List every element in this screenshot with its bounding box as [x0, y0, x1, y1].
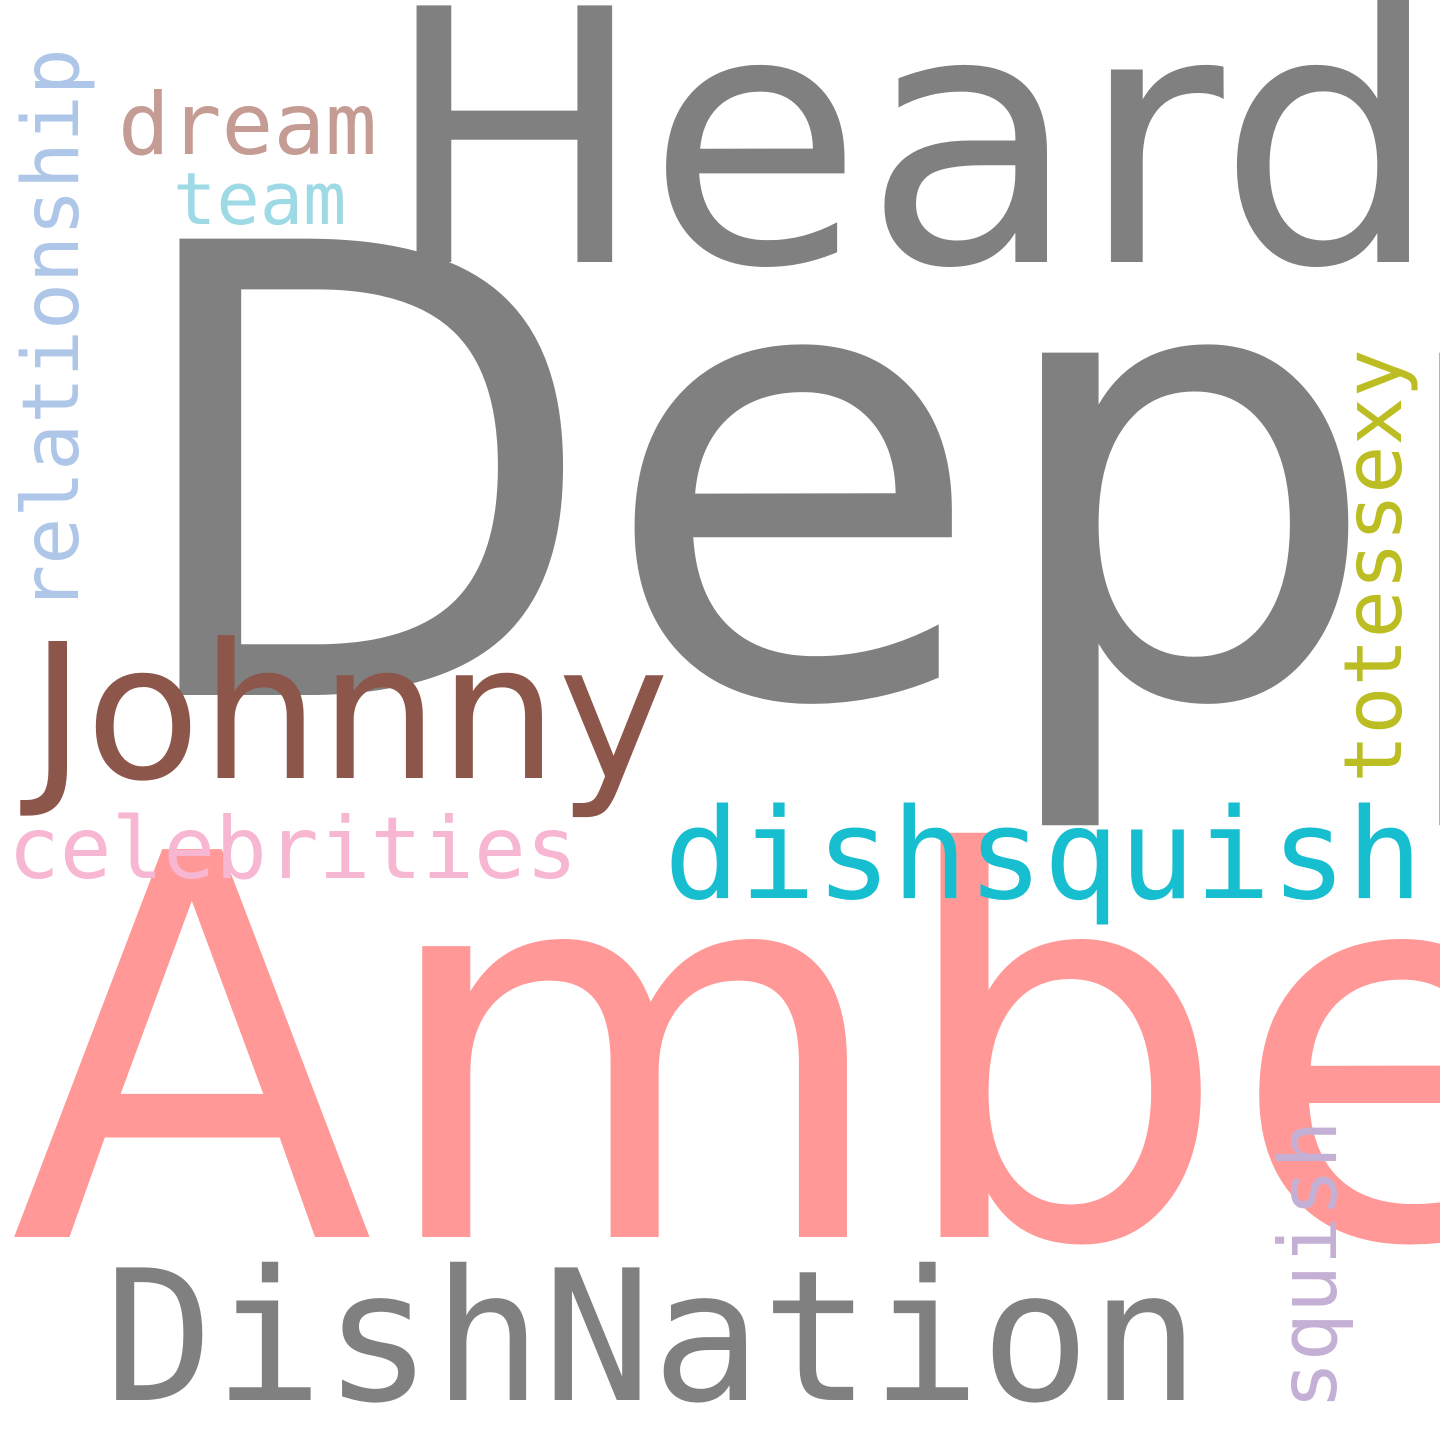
word-team: team [173, 157, 347, 241]
word-dream: dream [118, 75, 377, 175]
word-celebrities: celebrities [8, 799, 578, 899]
word-squish: squish [1262, 1120, 1355, 1410]
word-amber: Amber [10, 744, 1440, 1363]
word-dishnation: DishNation [104, 1231, 1200, 1440]
word-totessexy: totessexy [1327, 349, 1420, 783]
word-depp: Depp [118, 114, 1440, 843]
word-dishsquish: dishsquish [664, 781, 1423, 928]
word-heard: Heard [382, 0, 1440, 346]
word-relationship: relationship [7, 48, 97, 612]
word-johnny: Johnny [30, 604, 670, 823]
